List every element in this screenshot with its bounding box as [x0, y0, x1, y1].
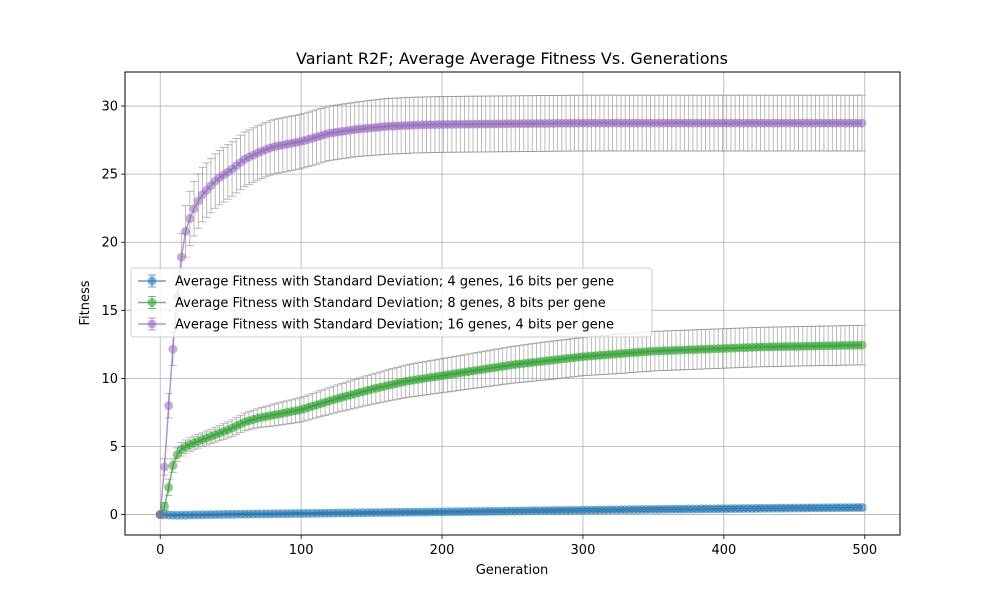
data-point [857, 503, 867, 513]
y-axis-ticks: 0 5 10 15 20 25 30 [101, 100, 125, 523]
legend: Average Fitness with Standard Deviation;… [130, 267, 653, 338]
y-tick-label: 5 [110, 440, 118, 455]
x-tick-label: 200 [430, 543, 455, 558]
y-tick-label: 0 [110, 508, 118, 523]
x-tick-label: 400 [711, 543, 736, 558]
data-point [164, 482, 174, 492]
data-point [181, 226, 191, 236]
legend-label: Average Fitness with Standard Deviation;… [175, 296, 606, 311]
y-tick-label: 10 [101, 372, 118, 387]
plot-frame [124, 71, 901, 536]
legend-marker [147, 319, 157, 329]
y-axis-title: Fitness [78, 280, 93, 325]
data-point [164, 401, 174, 411]
data-point [155, 510, 165, 520]
x-tick-label: 500 [852, 543, 877, 558]
data-point [159, 462, 169, 472]
data-point [857, 118, 867, 128]
legend-label: Average Fitness with Standard Deviation;… [175, 275, 614, 290]
legend-box [130, 267, 653, 338]
y-tick-label: 30 [101, 100, 118, 115]
x-tick-label: 0 [156, 543, 164, 558]
data-point [189, 204, 199, 214]
legend-marker [147, 276, 157, 286]
legend-label: Average Fitness with Standard Deviation;… [175, 318, 614, 333]
y-tick-label: 25 [101, 168, 118, 183]
x-tick-label: 300 [571, 543, 596, 558]
chart-title: Variant R2F; Average Average Fitness Vs.… [296, 49, 728, 68]
data-point [168, 461, 178, 471]
data-point [168, 344, 178, 354]
legend-marker [147, 298, 157, 307]
data-point [857, 340, 867, 350]
x-axis-title: Generation [476, 563, 549, 578]
data-point [185, 214, 195, 224]
data-point [159, 501, 169, 511]
data-point [176, 252, 186, 262]
y-tick-label: 15 [101, 304, 118, 319]
grid [125, 72, 900, 535]
y-tick-label: 20 [101, 236, 118, 251]
data-point [193, 196, 203, 206]
x-axis-ticks: 0 100 200 300 400 500 [156, 535, 877, 558]
series-points [155, 118, 867, 520]
x-tick-label: 100 [289, 543, 314, 558]
